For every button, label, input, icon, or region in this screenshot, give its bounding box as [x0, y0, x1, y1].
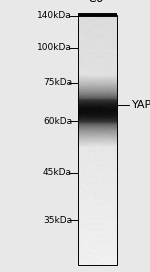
Text: YAP1: YAP1 [132, 100, 150, 110]
Text: 100kDa: 100kDa [37, 43, 72, 52]
Text: 75kDa: 75kDa [43, 78, 72, 88]
Text: 45kDa: 45kDa [43, 168, 72, 177]
Bar [78, 15, 117, 265]
Text: 140kDa: 140kDa [37, 11, 72, 20]
Bar [78, 15, 117, 265]
Text: 35kDa: 35kDa [43, 216, 72, 225]
Text: C6: C6 [89, 0, 105, 5]
Text: 60kDa: 60kDa [43, 116, 72, 126]
